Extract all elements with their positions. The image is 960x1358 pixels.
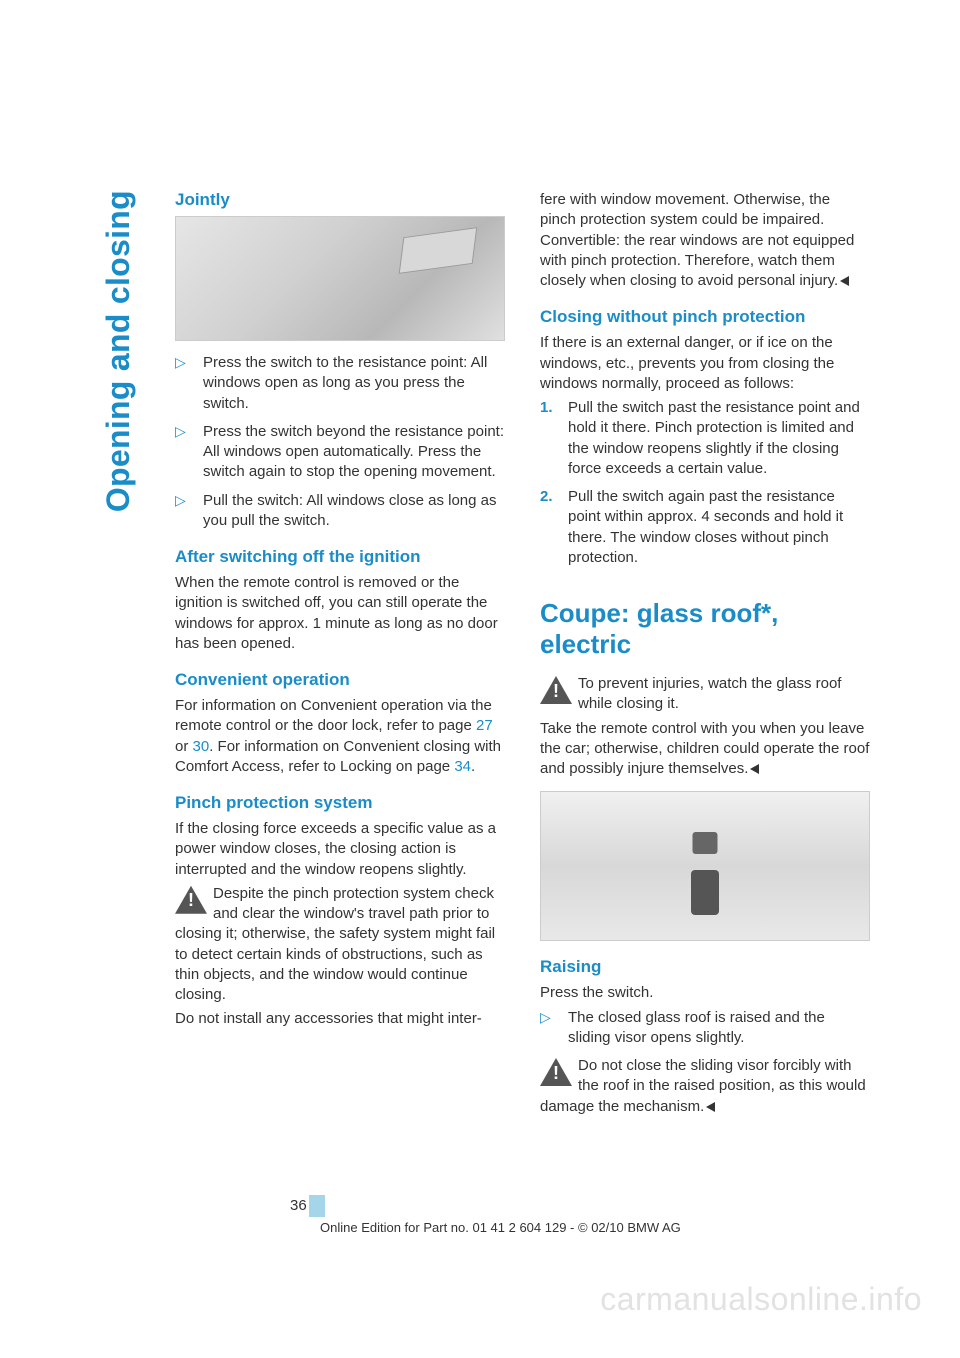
body-paragraph: For information on Convenient operation … <box>175 696 505 777</box>
body-paragraph: Press the switch. <box>540 983 870 1003</box>
list-item: 1. Pull the switch past the resistance p… <box>540 398 870 479</box>
list-item: ▷ Press the switch to the resistance poi… <box>175 353 505 414</box>
page-number-text: 36 <box>290 1197 307 1214</box>
jointly-list: ▷ Press the switch to the resistance poi… <box>175 353 505 531</box>
heading-convenient: Convenient operation <box>175 670 505 690</box>
heading-closing-without: Closing without pinch protection <box>540 307 870 327</box>
warning-text: To prevent injuries, watch the glass roo… <box>578 675 841 712</box>
text-fragment: . <box>471 758 475 775</box>
page-reference-link[interactable]: 27 <box>476 717 493 734</box>
page-reference-link[interactable]: 30 <box>193 738 210 755</box>
page-container: Jointly ▷ Press the switch to the resist… <box>0 0 960 1358</box>
list-item-text: The closed glass roof is raised and the … <box>568 1008 870 1049</box>
body-paragraph: Do not install any accessories that migh… <box>175 1009 505 1029</box>
triangle-marker-icon: ▷ <box>175 353 203 414</box>
heading-jointly: Jointly <box>175 190 505 210</box>
list-item-text: Pull the switch: All windows close as lo… <box>203 491 505 532</box>
list-item: ▷ Pull the switch: All windows close as … <box>175 491 505 532</box>
text-fragment: fere with window movement. Otherwise, th… <box>540 191 854 289</box>
page-number: 36 <box>290 1195 325 1217</box>
text-fragment: or <box>175 738 193 755</box>
list-item-text: Press the switch to the resistance point… <box>203 353 505 414</box>
list-item: 2. Pull the switch again past the resist… <box>540 487 870 568</box>
warning-paragraph: To prevent injuries, watch the glass roo… <box>540 674 870 715</box>
list-item-text: Pull the switch past the resistance poin… <box>568 398 870 479</box>
body-paragraph: When the remote control is removed or th… <box>175 573 505 654</box>
text-fragment: . For information on Convenient closing … <box>175 738 501 775</box>
triangle-marker-icon: ▷ <box>540 1008 568 1049</box>
left-column: Jointly ▷ Press the switch to the resist… <box>175 190 505 1258</box>
figure-glass-roof-switch <box>540 791 870 941</box>
body-paragraph: Take the remote control with you when yo… <box>540 719 870 780</box>
warning-icon <box>175 886 207 914</box>
list-item-text: Pull the switch again past the resistanc… <box>568 487 870 568</box>
warning-paragraph: Despite the pinch protection system chec… <box>175 884 505 1006</box>
section-title-coupe: Coupe: glass roof*, electric <box>540 598 870 660</box>
text-fragment: Take the remote control with you when yo… <box>540 720 869 778</box>
continuation-paragraph: fere with window movement. Otherwise, th… <box>540 190 870 291</box>
footer-text: Online Edition for Part no. 01 41 2 604 … <box>320 1220 681 1235</box>
list-number: 2. <box>540 487 568 568</box>
list-item: ▷ The closed glass roof is raised and th… <box>540 1008 870 1049</box>
end-mark-icon <box>706 1102 715 1112</box>
numbered-list: 1. Pull the switch past the resistance p… <box>540 398 870 568</box>
heading-after-ignition: After switching off the ignition <box>175 547 505 567</box>
warning-icon <box>540 1058 572 1086</box>
warning-text: Do not close the sliding visor forcibly … <box>540 1057 866 1115</box>
body-paragraph: If there is an external danger, or if ic… <box>540 333 870 394</box>
triangle-marker-icon: ▷ <box>175 491 203 532</box>
warning-text: Despite the pinch protection system chec… <box>175 885 495 1003</box>
list-item-text: Press the switch beyond the resistance p… <box>203 422 505 483</box>
list-number: 1. <box>540 398 568 479</box>
body-paragraph: If the closing force exceeds a specific … <box>175 819 505 880</box>
figure-window-switch <box>175 216 505 341</box>
page-number-bar <box>309 1195 325 1217</box>
warning-icon <box>540 676 572 704</box>
watermark: carmanualsonline.info <box>600 1281 922 1318</box>
right-column: fere with window movement. Otherwise, th… <box>540 190 870 1258</box>
end-mark-icon <box>840 276 849 286</box>
warning-paragraph: Do not close the sliding visor forcibly … <box>540 1056 870 1117</box>
heading-pinch: Pinch protection system <box>175 793 505 813</box>
list-item: ▷ Press the switch beyond the resistance… <box>175 422 505 483</box>
page-reference-link[interactable]: 34 <box>454 758 471 775</box>
triangle-marker-icon: ▷ <box>175 422 203 483</box>
text-fragment: For information on Convenient operation … <box>175 697 492 734</box>
end-mark-icon <box>750 764 759 774</box>
heading-raising: Raising <box>540 957 870 977</box>
raising-list: ▷ The closed glass roof is raised and th… <box>540 1008 870 1049</box>
